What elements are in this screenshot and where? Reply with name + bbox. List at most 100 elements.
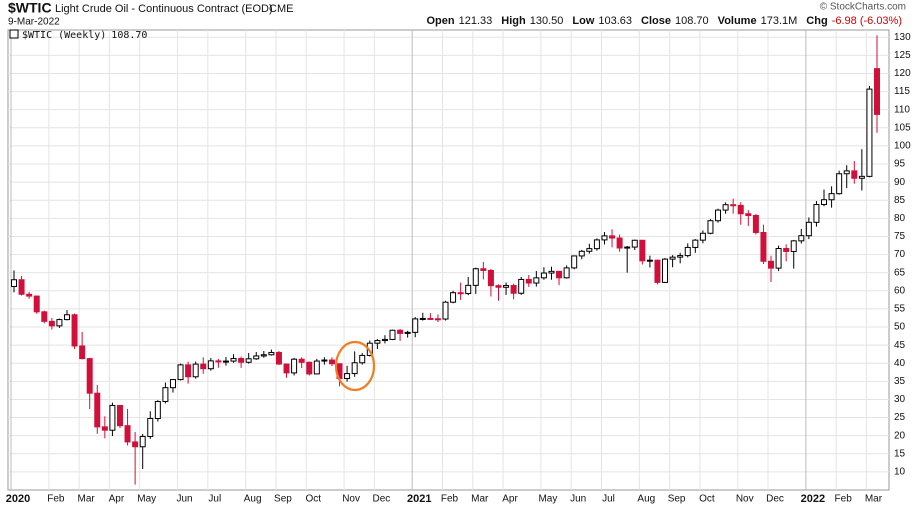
candle-body <box>419 317 426 320</box>
candle-body <box>487 269 494 287</box>
x-tick-label: Apr <box>109 494 125 505</box>
candle-body <box>442 301 449 320</box>
candle-body <box>245 358 252 363</box>
candle-body <box>11 279 17 288</box>
quote-value: 103.63 <box>598 15 632 27</box>
candle-body <box>321 359 328 362</box>
copyright: © StockCharts.com <box>820 2 906 13</box>
candle-body <box>525 278 532 284</box>
candle-body <box>472 268 479 286</box>
candle-body <box>465 284 472 295</box>
candle-body <box>397 329 404 334</box>
quote-value: 108.70 <box>675 15 709 27</box>
candle-body <box>556 270 563 279</box>
x-tick-label: Sep <box>668 494 686 505</box>
x-tick-label: Feb <box>835 494 853 505</box>
x-tick-label: Mar <box>471 494 489 505</box>
exchange: CME <box>269 3 293 15</box>
candle-body <box>616 237 623 249</box>
candle-body <box>503 285 510 288</box>
candle-body <box>745 213 752 216</box>
x-tick-label: Aug <box>637 494 655 505</box>
candle-body <box>450 292 457 303</box>
x-tick-label: Jul <box>602 494 615 505</box>
candle-body <box>836 173 843 195</box>
legend-name: $WTIC (Weekly) <box>22 30 106 41</box>
candle-body <box>593 239 600 250</box>
candle-body <box>124 425 131 443</box>
candle-body <box>563 267 570 279</box>
y-tick-label: 30 <box>894 394 906 405</box>
candle-body <box>381 338 388 342</box>
candles <box>11 35 880 485</box>
candle-body <box>283 363 290 374</box>
candle-body <box>692 239 699 248</box>
legend: $WTIC (Weekly) 108.70 <box>22 30 147 41</box>
y-tick-label: 40 <box>894 358 906 369</box>
candle-body <box>715 209 722 222</box>
y-tick-label: 25 <box>894 412 906 423</box>
quote-label: Chg <box>806 15 827 27</box>
candle-body <box>298 358 305 363</box>
candle-body <box>132 441 139 448</box>
quote-value: -6.98 (-6.03%) <box>832 15 902 27</box>
x-tick-label: Mar <box>78 494 96 505</box>
candle-body <box>707 220 714 234</box>
candle-body <box>18 279 25 295</box>
y-tick-label: 80 <box>894 213 906 224</box>
quote-value: 130.50 <box>530 15 564 27</box>
x-tick-label: 2022 <box>801 493 825 505</box>
y-tick-label: 75 <box>894 231 906 242</box>
y-tick-label: 105 <box>894 122 911 133</box>
candle-body <box>41 311 48 322</box>
y-tick-label: 120 <box>894 68 911 79</box>
candle-body <box>86 358 93 394</box>
description: Light Crude Oil - Continuous Contract (E… <box>55 3 273 15</box>
quote-label: Close <box>641 15 671 27</box>
candle-body <box>56 319 63 327</box>
candle-body <box>253 355 260 360</box>
quote-value: 121.33 <box>459 15 493 27</box>
y-tick-label: 125 <box>894 50 911 61</box>
y-tick-label: 60 <box>894 285 906 296</box>
candle-body <box>344 373 351 379</box>
x-tick-label: Feb <box>441 494 459 505</box>
candle-body <box>609 235 616 239</box>
y-tick-label: 115 <box>894 86 910 97</box>
grid <box>8 30 889 490</box>
candle-body <box>291 358 298 374</box>
plot-frame <box>7 29 890 491</box>
candle-body <box>79 345 86 360</box>
y-tick-label: 95 <box>894 159 906 170</box>
candle-body <box>389 329 396 340</box>
candle-body <box>222 360 229 363</box>
candle-body <box>457 292 464 295</box>
candle-body <box>828 193 835 201</box>
y-tick-label: 10 <box>894 467 906 478</box>
candle-body <box>578 250 585 257</box>
candle-body <box>215 360 222 363</box>
x-tick-label: Jun <box>176 494 192 505</box>
candle-body <box>798 235 805 242</box>
y-tick-label: 45 <box>894 340 906 351</box>
candle-body <box>238 358 245 363</box>
quote-label: Low <box>572 15 594 27</box>
y-tick-label: 15 <box>894 448 906 459</box>
candle-body <box>722 204 729 211</box>
x-tick-label: Oct <box>305 494 321 505</box>
candle-body <box>851 170 858 179</box>
candle-body <box>275 351 282 365</box>
candle-body <box>790 240 797 252</box>
y-tick-label: 55 <box>894 304 906 315</box>
x-tick-label: Sep <box>274 494 292 505</box>
candle-body <box>654 259 661 283</box>
candle-body <box>858 175 865 179</box>
candle-body <box>200 363 207 370</box>
candle-body <box>351 362 358 375</box>
x-tick-label: Dec <box>372 494 390 505</box>
x-tick-label: Feb <box>47 494 65 505</box>
candle-body <box>760 231 767 262</box>
x-tick-label: May <box>538 494 557 505</box>
candle-body <box>821 199 828 206</box>
